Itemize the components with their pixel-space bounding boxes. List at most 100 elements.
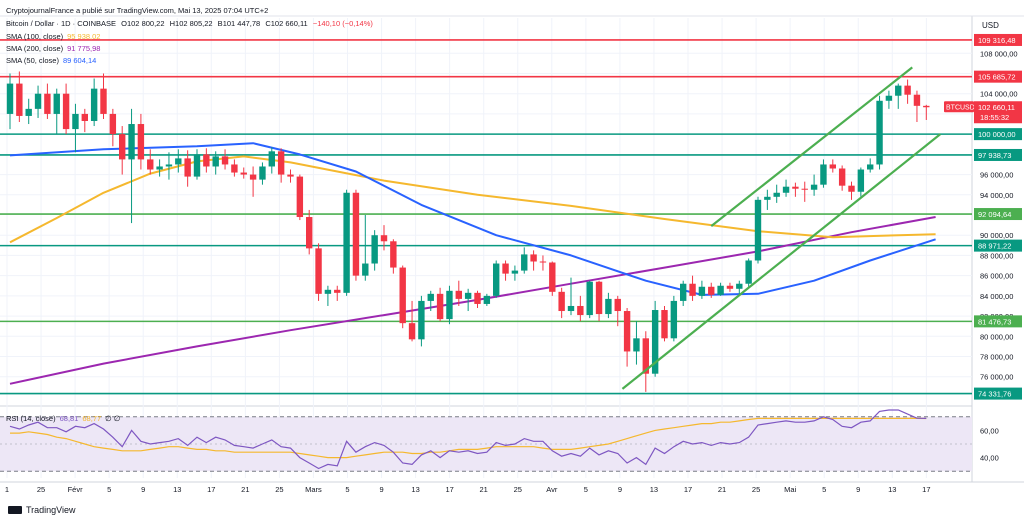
level-price-label: 81 476,73 — [978, 317, 1011, 326]
candle-body — [521, 254, 528, 271]
candle-body — [483, 295, 491, 304]
sma200-line — [9, 216, 936, 385]
change-value: −140,10 (−0,14%) — [312, 19, 373, 28]
level-price-label: 105 685,72 — [978, 73, 1016, 82]
candle-body — [240, 172, 247, 175]
candle-body — [698, 286, 706, 296]
time-tick-label: Févr — [68, 485, 84, 494]
candle-body — [62, 93, 70, 130]
time-tick-label: 13 — [650, 485, 658, 494]
price-tick-label: 84 000,00 — [980, 292, 1013, 301]
time-tick-label: 21 — [241, 485, 249, 494]
level-price-tag — [974, 208, 1022, 221]
candle-body — [530, 254, 537, 262]
candle-body — [651, 310, 659, 374]
candle-body — [44, 93, 51, 114]
time-tick-label: 25 — [752, 485, 760, 494]
ohlc-high-value: 102 805,22 — [175, 19, 213, 28]
candle-body — [408, 323, 416, 340]
price-tick-label: 96 000,00 — [980, 171, 1013, 180]
level-price-tag — [974, 239, 1022, 252]
candle-body — [474, 292, 481, 304]
time-tick-label: 9 — [618, 485, 622, 494]
price-tick-label: 78 000,00 — [980, 353, 1013, 362]
time-tick-label: Mars — [305, 485, 322, 494]
candle-body — [549, 262, 556, 292]
candle-body — [773, 192, 780, 197]
price-tick-label: 80 000,00 — [980, 332, 1013, 341]
candle-body — [371, 235, 378, 264]
candle-body — [343, 192, 350, 293]
price-tick-label: 88 000,00 — [980, 251, 1013, 260]
level-price-tag — [974, 70, 1022, 83]
price-tick-label: 86 000,00 — [980, 272, 1013, 281]
time-tick-label: 25 — [37, 485, 45, 494]
candle-body — [119, 134, 126, 160]
sma100-value: 95 938,02 — [67, 32, 101, 41]
candle-body — [306, 217, 313, 249]
candle-body — [72, 113, 79, 130]
currency-label: USD — [982, 21, 999, 30]
rsi-legend[interactable]: RSI (14, close) 68,81 68,77 ∅ ∅ — [6, 414, 120, 423]
rsi-label: RSI (14, close) — [6, 414, 56, 423]
rsi-panel — [0, 409, 972, 472]
candle-body — [614, 298, 621, 312]
time-tick-label: 13 — [888, 485, 896, 494]
level-price-label: 100 000,00 — [978, 130, 1016, 139]
sma100-line — [9, 155, 936, 244]
sma200-legend[interactable]: SMA (200, close) 91 775,98 — [6, 44, 100, 53]
sma100-legend[interactable]: SMA (100, close) 95 938,02 — [6, 32, 100, 41]
candle-body — [203, 154, 210, 167]
trend-line — [710, 66, 913, 227]
candle-body — [642, 338, 649, 374]
time-tick-label: 21 — [480, 485, 488, 494]
candle-body — [324, 289, 332, 294]
time-axis: 1 25 Févr 5 9 13 17 21 25 Mars 5 9 13 17 21 25 Avr 5 9 13 17… — [5, 485, 931, 494]
candle-body — [708, 286, 715, 295]
ohlc-open-value: 102 800,22 — [126, 19, 165, 28]
candle-body — [857, 169, 865, 192]
sma200-value: 91 775,98 — [67, 44, 101, 53]
candle-body — [689, 283, 696, 296]
candle-body — [764, 196, 771, 200]
candle-body — [109, 113, 117, 135]
time-tick-label: 25 — [275, 485, 283, 494]
sma50-legend[interactable]: SMA (50, close) 89 604,14 — [6, 56, 96, 65]
time-tick-label: Mai — [784, 485, 796, 494]
candle-body — [390, 241, 397, 268]
rsi-extra-value: ∅ ∅ — [105, 414, 121, 423]
time-tick-label: 13 — [411, 485, 419, 494]
symbol-tag — [944, 101, 974, 113]
time-tick-label: 17 — [684, 485, 692, 494]
candle-body — [128, 124, 135, 160]
candle-body — [726, 285, 734, 289]
candle-body — [605, 298, 612, 315]
candle-body — [100, 88, 107, 114]
price-tick-label: 76 000,00 — [980, 373, 1013, 382]
candle-body — [34, 93, 42, 109]
candle-body — [577, 305, 584, 316]
time-tick-label: 5 — [822, 485, 826, 494]
tradingview-logo[interactable]: TradingView — [8, 505, 76, 515]
trend-channel — [621, 66, 942, 390]
candle-body — [558, 291, 565, 312]
candle-body — [16, 83, 23, 116]
last-price-label: 102 660,11 — [978, 103, 1015, 112]
symbol-line: Bitcoin / Dollar · 1D · COINBASE O102 80… — [6, 19, 373, 28]
price-tick-label: 104 000,00 — [980, 90, 1018, 99]
candle-body — [90, 88, 98, 121]
candle-body — [717, 285, 724, 295]
sma50-line — [9, 142, 936, 296]
candle-body — [380, 235, 388, 242]
candle-body — [418, 300, 425, 340]
price-tick-label: 90 000,00 — [980, 231, 1013, 240]
candle-body — [876, 100, 883, 165]
level-price-tag — [974, 148, 1022, 161]
candle-body — [296, 176, 304, 218]
level-price-tag — [974, 315, 1022, 328]
rsi-value: 68,81 — [59, 414, 79, 423]
chart-header: CryptojournalFrance a publié sur Trading… — [6, 6, 373, 28]
candle-body — [455, 290, 462, 299]
candle-body — [745, 260, 752, 284]
